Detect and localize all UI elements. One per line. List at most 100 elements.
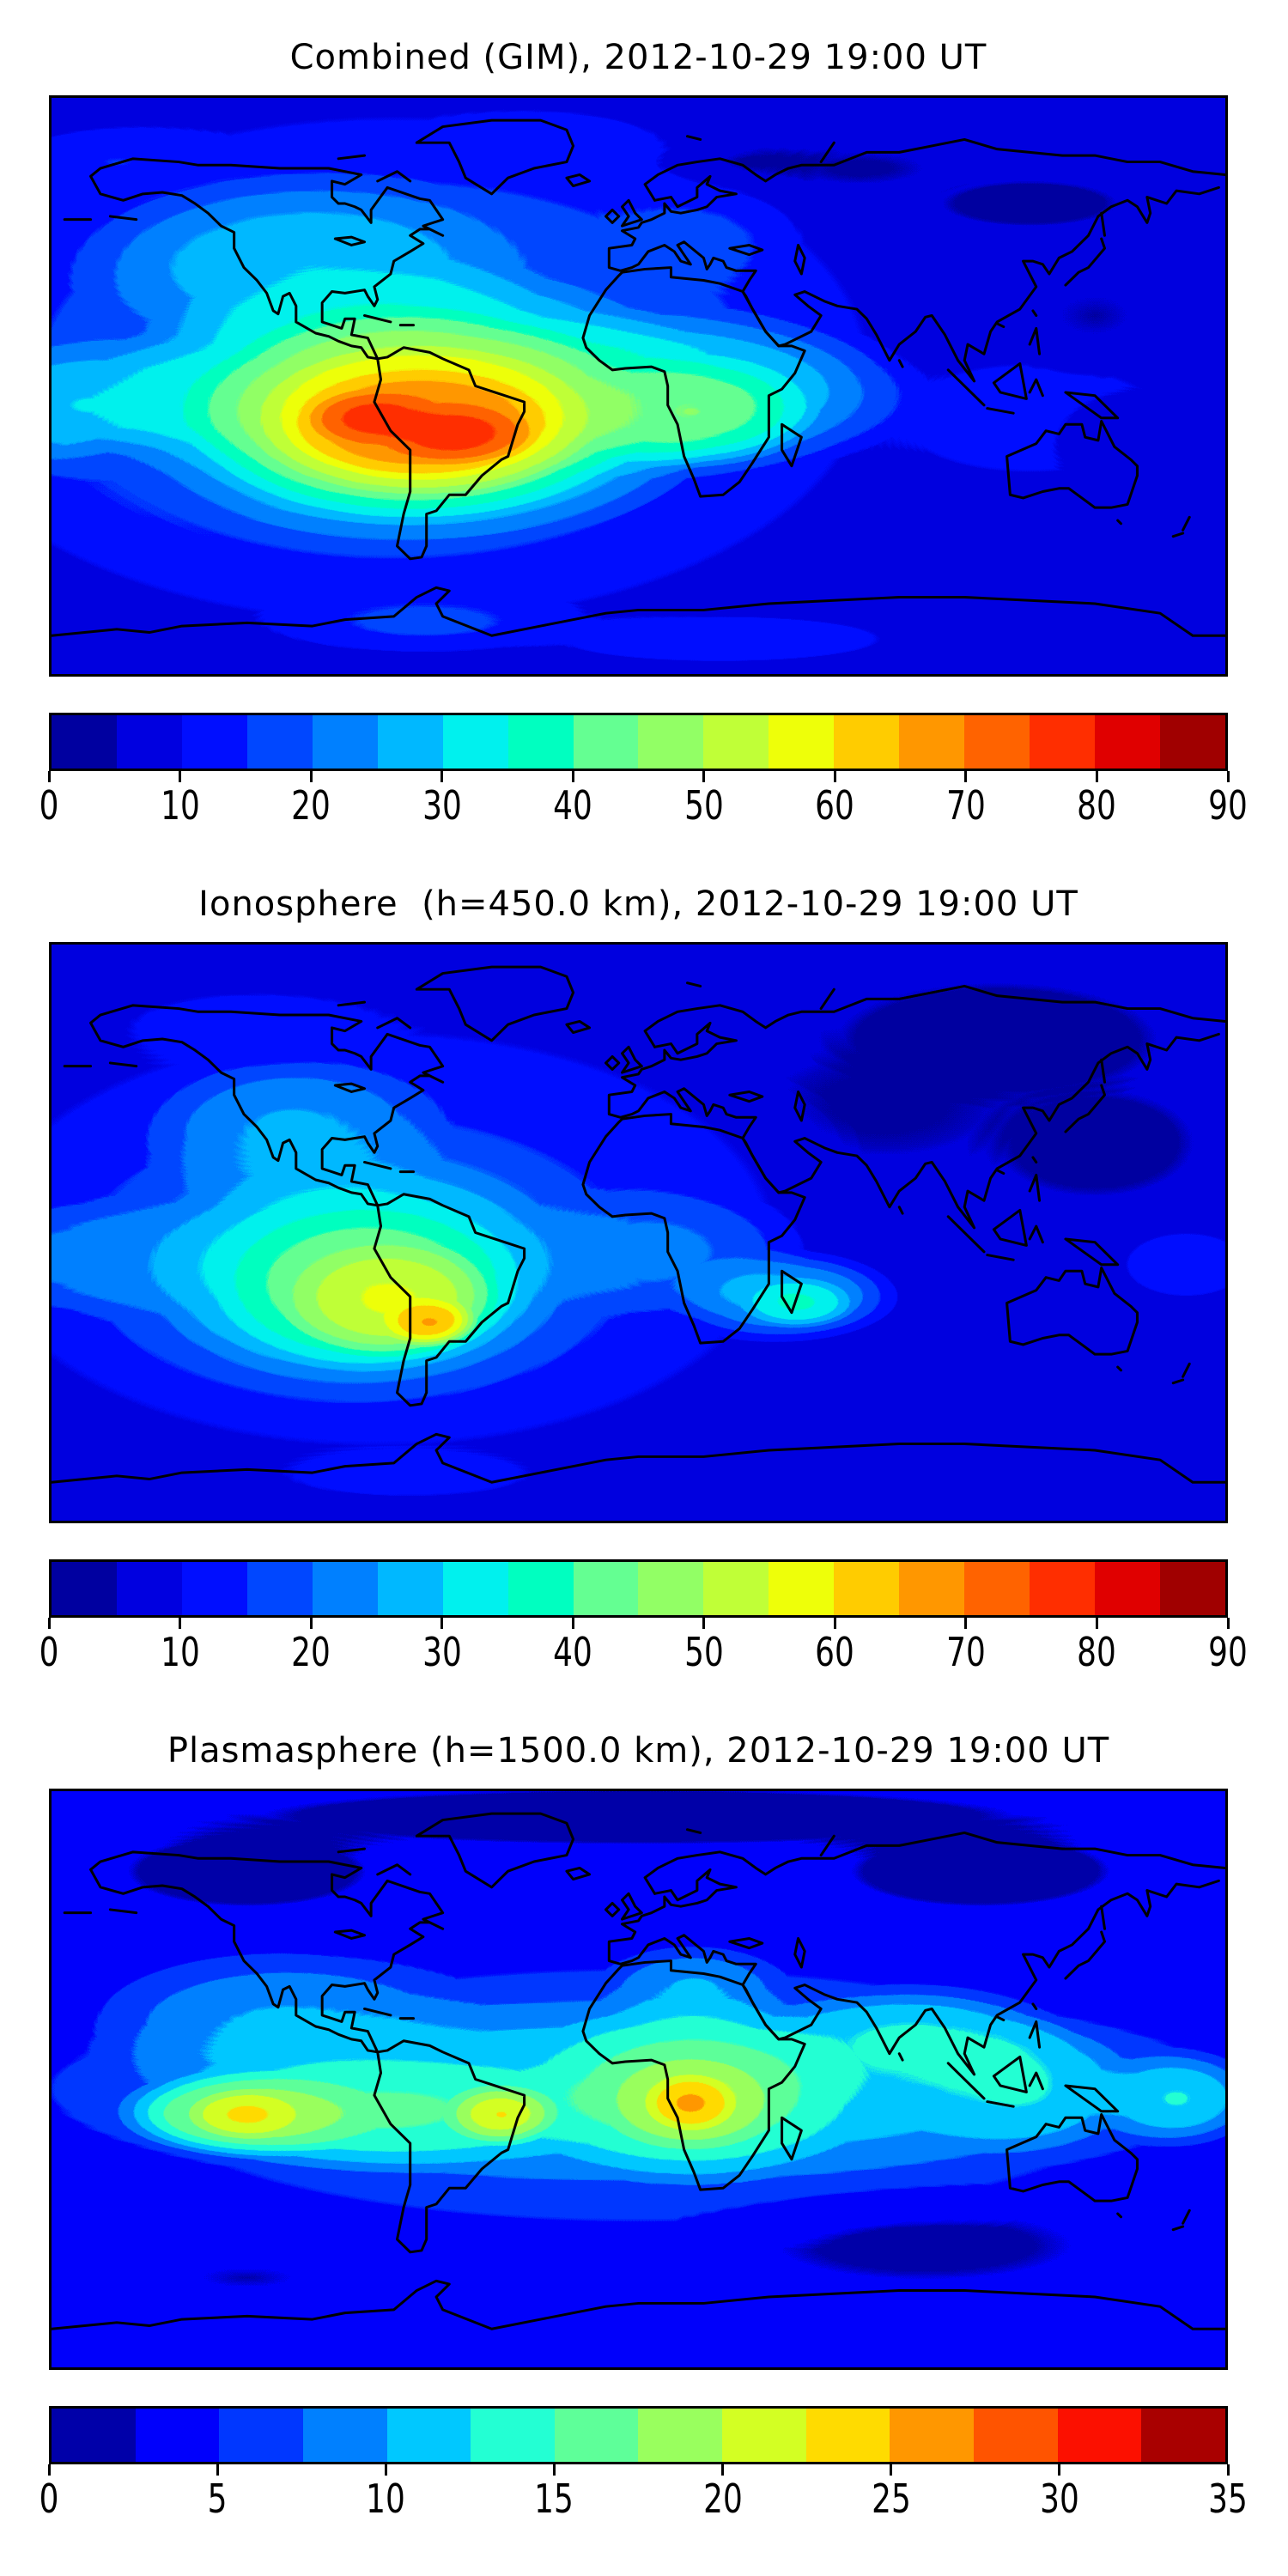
colorbar-tick [384, 2464, 387, 2476]
colorbar-tick-label: 20 [291, 1629, 331, 1675]
colorbar-tick-label: 0 [39, 1629, 59, 1675]
colorbar-segment [507, 1562, 574, 1615]
panel-title: Plasmasphere (h=1500.0 km), 2012-10-29 1… [167, 1731, 1110, 1771]
colorbar-tick [309, 771, 313, 782]
colorbar-segment [805, 2409, 890, 2462]
colorbar-tick [833, 1618, 836, 1629]
panel-title: Ionosphere (h=450.0 km), 2012-10-29 19:0… [198, 884, 1078, 924]
colorbar-tick [721, 2464, 725, 2476]
colorbar-tick [179, 771, 182, 782]
colorbar-segment [834, 715, 900, 769]
colorbar-segment [964, 1562, 1030, 1615]
colorbar-tick-label: 50 [683, 782, 724, 829]
colorbar-segment [1095, 1562, 1160, 1615]
tec-blob [188, 2088, 307, 2141]
colorbar-tick-label: 70 [946, 1629, 986, 1675]
colorbar-tick-label: 80 [1077, 1629, 1117, 1675]
colorbar-tick-label: 90 [1208, 1629, 1248, 1675]
colorbar-tick [702, 771, 706, 782]
colorbar-tick-label: 0 [39, 2476, 59, 2522]
colorbar-tick [179, 1618, 182, 1629]
colorbar-tick [890, 2464, 893, 2476]
colorbar-tick-label: 10 [160, 1629, 200, 1675]
colorbar-tick-label: 50 [683, 1629, 724, 1675]
colorbar-tick [47, 771, 51, 782]
colorbar-tick-label: 70 [946, 782, 986, 829]
colorbar-ionosphere [49, 1559, 1228, 1618]
colorbar-tick-label: 25 [871, 2476, 911, 2522]
tec-field [52, 1791, 1225, 2367]
colorbar-segment [471, 2409, 555, 2462]
colorbar-tick [833, 771, 836, 782]
colorbar-segment [116, 715, 182, 769]
colorbar-tick-label: 80 [1077, 782, 1117, 829]
colorbar-tick-label: 5 [207, 2476, 228, 2522]
colorbar-tick [964, 1618, 968, 1629]
colorbar-segment [638, 2409, 723, 2462]
colorbar-axis-combined: 0 10 20 30 40 50 60 70 80 90 [39, 771, 1248, 833]
tec-blob [52, 117, 264, 207]
colorbar-segment [386, 2409, 471, 2462]
colorbar-segment [52, 1562, 117, 1615]
colorbar-segment [703, 715, 769, 769]
tec-blob [67, 976, 427, 1073]
colorbar-tick [1226, 1618, 1230, 1629]
map-ionosphere [49, 942, 1228, 1523]
colorbar-tick-label: 30 [1040, 2476, 1079, 2522]
panel-combined: Combined (GIM), 2012-10-29 19:00 UT 0 10 2… [0, 0, 1288, 847]
colorbar-segment [573, 715, 639, 769]
colorbar-segment [181, 715, 247, 769]
tec-field [52, 945, 1225, 1521]
map-svg [52, 945, 1225, 1521]
colorbar-segment [890, 2409, 975, 2462]
colorbar-segment [1159, 715, 1225, 769]
colorbar-segment [1057, 2409, 1142, 2462]
colorbar-tick [1095, 771, 1098, 782]
colorbar-segment [219, 2409, 303, 2462]
colorbar-segment [302, 2409, 387, 2462]
colorbar-tick-label: 20 [702, 2476, 743, 2522]
tec-blob [647, 2181, 1203, 2310]
tec-blob [442, 2082, 561, 2147]
colorbar-tick-label: 10 [160, 782, 200, 829]
colorbar-segment [377, 715, 443, 769]
colorbar-tick-label: 35 [1208, 2476, 1248, 2522]
colorbar-segment [1141, 2409, 1225, 2462]
colorbar-segment [1095, 715, 1160, 769]
colorbar-segment [722, 2409, 806, 2462]
panel-title: Combined (GIM), 2012-10-29 19:00 UT [289, 38, 987, 77]
tec-blob [374, 402, 538, 466]
colorbar-segment [1159, 1562, 1225, 1615]
tec-blob [279, 1238, 502, 1361]
colorbar-tick [440, 1618, 444, 1629]
panel-plasmasphere: Plasmasphere (h=1500.0 km), 2012-10-29 1… [0, 1693, 1288, 2540]
map-svg [52, 1791, 1225, 2367]
colorbar-segment [964, 715, 1030, 769]
panel-ionosphere: Ionosphere (h=450.0 km), 2012-10-29 19:0… [0, 847, 1288, 1693]
colorbar-axis-plasmasphere: 0 5 10 15 20 25 30 35 [39, 2464, 1248, 2526]
tec-blob [491, 606, 949, 671]
colorbar-tick-label: 30 [422, 1629, 462, 1675]
map-svg [52, 98, 1225, 674]
colorbar-tick [571, 771, 574, 782]
colorbar-tick-label: 15 [534, 2476, 574, 2522]
colorbar-combined [49, 713, 1228, 771]
tec-blob [1036, 386, 1219, 489]
colorbar-tick-label: 40 [553, 1629, 593, 1675]
colorbar-tick [1058, 2464, 1061, 2476]
colorbar-tick [1226, 2464, 1230, 2476]
colorbar-tick [216, 2464, 219, 2476]
map-plasmasphere [49, 1789, 1228, 2370]
colorbar-segment [703, 1562, 769, 1615]
colorbar-tick [1226, 771, 1230, 782]
colorbar-tick [1095, 1618, 1098, 1629]
colorbar-segment [246, 1562, 313, 1615]
colorbar-tick [571, 1618, 574, 1629]
colorbar-tick [47, 1618, 51, 1629]
colorbar-tick-label: 0 [39, 782, 59, 829]
tec-blob [645, 2074, 737, 2133]
colorbar-tick-label: 40 [553, 782, 593, 829]
colorbar-tick-label: 60 [815, 1629, 855, 1675]
tec-blob [981, 251, 1210, 380]
colorbar-segment [442, 1562, 508, 1615]
